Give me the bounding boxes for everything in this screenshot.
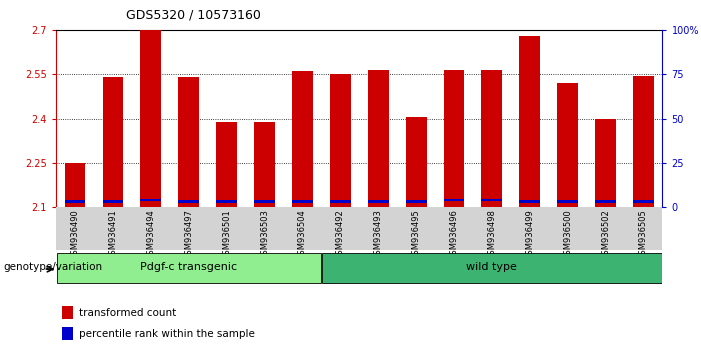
Bar [406,200,426,203]
Text: GSM936500: GSM936500 [563,209,572,260]
Text: GSM936491: GSM936491 [109,209,118,260]
Bar [102,77,123,207]
Bar [254,200,275,203]
Bar [62,327,73,340]
Bar [140,30,161,207]
Bar [444,70,465,207]
Bar [633,200,654,203]
Bar [254,121,275,207]
Bar [216,200,237,203]
Bar [368,70,388,207]
Text: GSM936502: GSM936502 [601,209,610,260]
Bar [557,83,578,207]
Bar [292,72,313,207]
Bar [330,74,350,207]
Bar [595,119,616,207]
Bar [64,200,86,203]
Bar [595,200,616,203]
Text: transformed count: transformed count [79,308,176,318]
Bar [368,200,388,203]
Text: wild type: wild type [466,262,517,273]
Bar [62,307,73,319]
Text: genotype/variation: genotype/variation [4,262,102,272]
Bar [216,121,237,207]
Bar [406,117,426,207]
Bar [178,200,199,203]
Text: GSM936495: GSM936495 [411,209,421,260]
Bar [519,200,540,203]
Text: GSM936493: GSM936493 [374,209,383,260]
Text: GSM936503: GSM936503 [260,209,269,260]
Text: GSM936490: GSM936490 [71,209,79,260]
Bar [64,163,86,207]
Text: Pdgf-c transgenic: Pdgf-c transgenic [140,262,237,273]
Text: GDS5320 / 10573160: GDS5320 / 10573160 [126,9,261,22]
Bar [482,70,503,207]
Text: GSM936492: GSM936492 [336,209,345,260]
Text: percentile rank within the sample: percentile rank within the sample [79,329,255,338]
Bar [178,77,199,207]
Text: GSM936504: GSM936504 [298,209,307,260]
Text: GSM936499: GSM936499 [525,209,534,260]
Text: GSM936501: GSM936501 [222,209,231,260]
Bar [482,199,503,201]
Bar [292,200,313,203]
Bar [444,199,465,201]
Text: GSM936497: GSM936497 [184,209,193,260]
Bar [519,36,540,207]
Bar [102,200,123,203]
Bar [140,199,161,201]
Text: GSM936498: GSM936498 [487,209,496,260]
Bar [633,76,654,207]
FancyBboxPatch shape [322,253,662,283]
FancyBboxPatch shape [57,253,320,283]
Text: GSM936496: GSM936496 [449,209,458,260]
Text: GSM936505: GSM936505 [639,209,648,260]
Text: GSM936494: GSM936494 [147,209,156,260]
Bar [557,200,578,203]
Bar [330,200,350,203]
